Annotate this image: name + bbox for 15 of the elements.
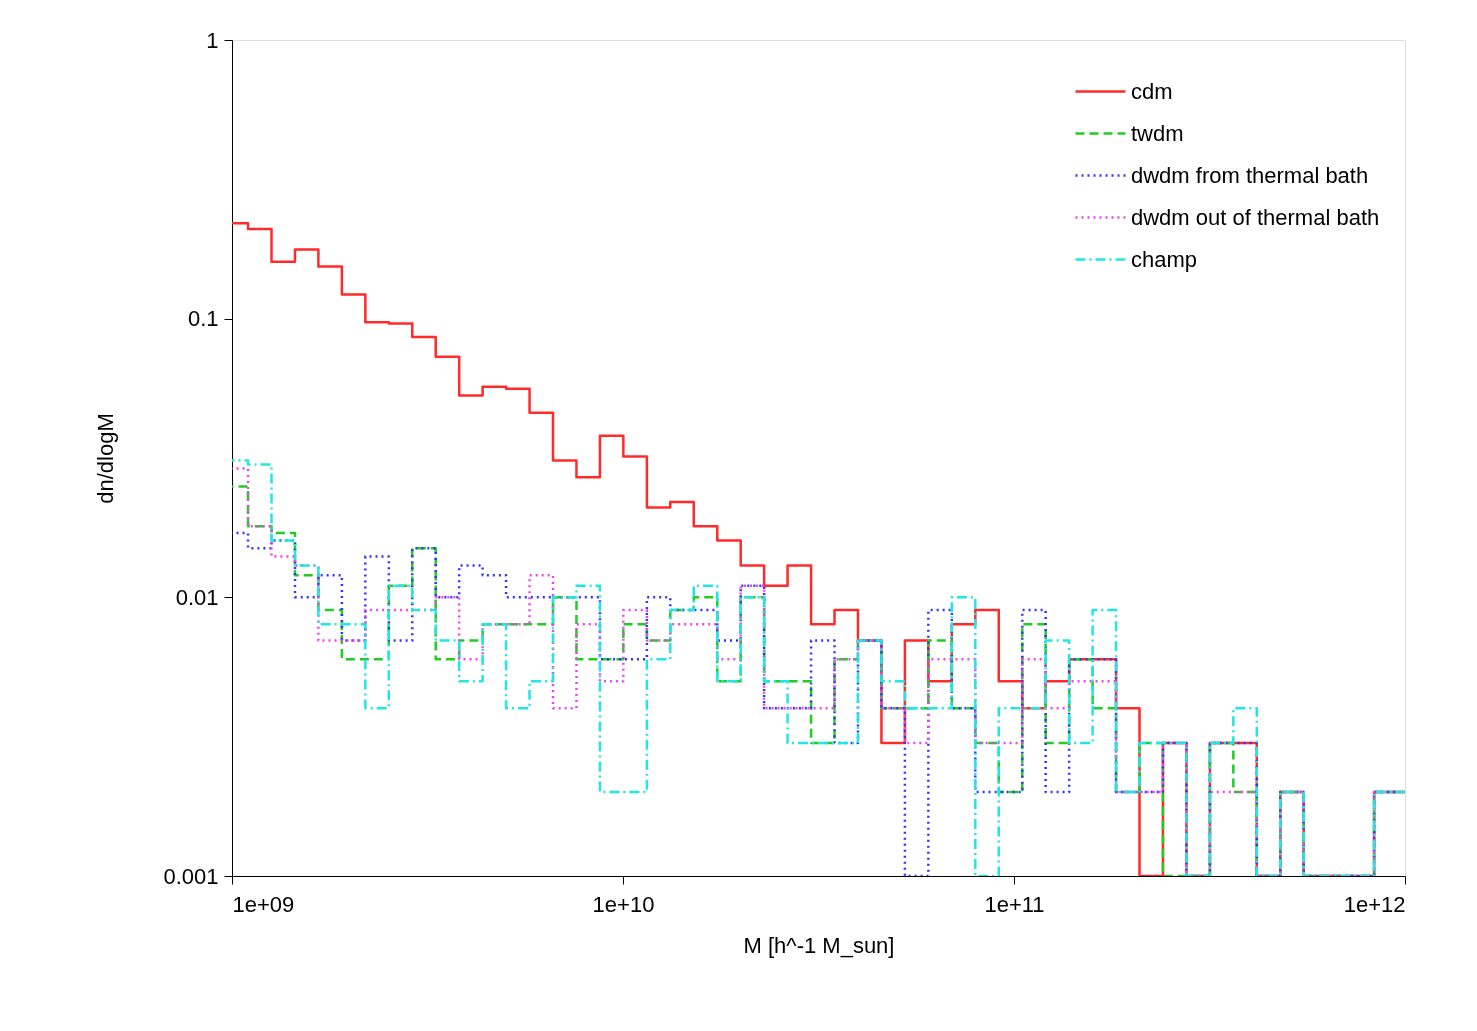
x-axis-title: M [h^-1 M_sun] xyxy=(743,932,895,958)
x-tick-label: 1e+10 xyxy=(592,891,655,917)
y-axis-title: dn/dlogM xyxy=(93,413,119,504)
x-tick-label: 1e+09 xyxy=(232,891,295,917)
y-tick-label: 1 xyxy=(206,27,219,53)
legend-label: cdm xyxy=(1131,78,1173,104)
legend-label: dwdm from thermal bath xyxy=(1131,162,1369,188)
legend-label: champ xyxy=(1131,246,1198,272)
x-tick-label: 1e+11 xyxy=(984,891,1045,917)
y-tick-label: 0.1 xyxy=(187,306,219,332)
y-tick-label: 0.01 xyxy=(175,584,219,610)
x-tick-label: 1e+12 xyxy=(1343,891,1406,917)
legend-label: dwdm out of thermal bath xyxy=(1131,204,1380,230)
y-tick-label: 0.001 xyxy=(163,863,219,889)
legend-label: twdm xyxy=(1131,120,1184,146)
